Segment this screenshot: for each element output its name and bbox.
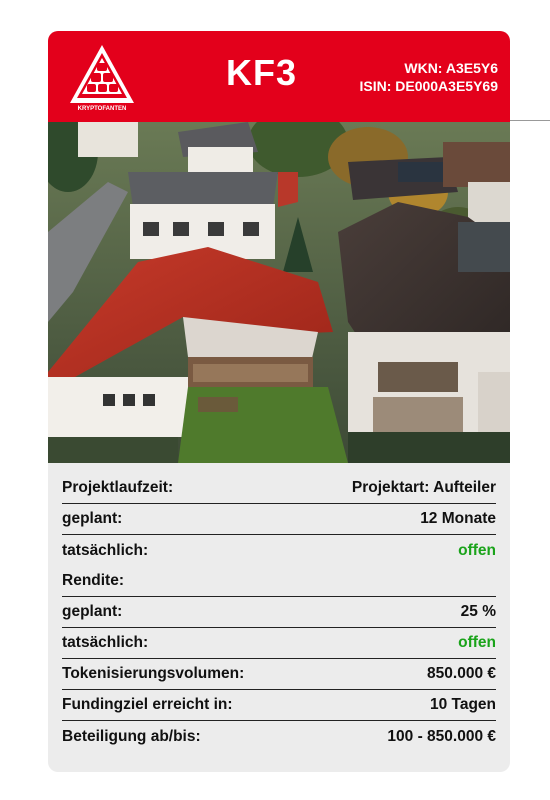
row-projektlaufzeit: Projektlaufzeit: Projektart: Aufteiler (62, 473, 496, 504)
row-beteiligung: Beteiligung ab/bis: 100 - 850.000 € (62, 721, 496, 752)
row-rendite-geplant: geplant: 25 % (62, 597, 496, 628)
row-rendite: Rendite: (62, 566, 496, 597)
decorative-line (510, 120, 550, 121)
row-value: Projektart: Aufteiler (351, 479, 496, 496)
isin-code: ISIN: DE000A3E5Y69 (359, 78, 498, 94)
wkn-code: WKN: A3E5Y6 (404, 60, 498, 76)
row-label: tatsächlich: (62, 541, 149, 559)
kryptofanten-logo-icon: KRYPTOFANTEN (66, 41, 138, 113)
row-label: Projektlaufzeit: (62, 479, 174, 496)
logo-text: KRYPTOFANTEN (78, 106, 127, 112)
row-label: Fundingziel erreicht in: (62, 696, 233, 713)
row-label: geplant: (62, 603, 123, 620)
row-label: Rendite: (62, 572, 124, 589)
details-table: Projektlaufzeit: Projektart: Aufteiler g… (62, 473, 496, 752)
row-label: geplant: (62, 510, 123, 527)
row-laufzeit-geplant: geplant: 12 Monate (62, 504, 496, 535)
status-badge: offen (458, 541, 496, 559)
row-value: 25 % (460, 603, 496, 620)
row-rendite-tatsaechlich: tatsächlich: offen (62, 628, 496, 659)
row-label: Tokenisierungsvolumen: (62, 665, 245, 682)
row-label: tatsächlich: (62, 634, 149, 651)
page-title: KF3 (226, 52, 298, 93)
status-badge: offen (458, 634, 496, 651)
row-value: 850.000 € (427, 665, 496, 682)
row-fundingziel: Fundingziel erreicht in: 10 Tagen (62, 690, 496, 721)
row-value: 12 Monate (420, 510, 496, 527)
row-value: 100 - 850.000 € (387, 727, 496, 745)
card-header: KRYPTOFANTEN KF3 WKN: A3E5Y6 ISIN: DE000… (48, 31, 510, 122)
project-card: KRYPTOFANTEN KF3 WKN: A3E5Y6 ISIN: DE000… (48, 31, 510, 772)
row-value: 10 Tagen (429, 696, 496, 713)
row-laufzeit-tatsaechlich: tatsächlich: offen (62, 535, 496, 566)
security-codes: WKN: A3E5Y6 ISIN: DE000A3E5Y69 (359, 59, 498, 95)
row-tokenisierungsvolumen: Tokenisierungsvolumen: 850.000 € (62, 659, 496, 690)
row-label: Beteiligung ab/bis: (62, 727, 201, 745)
aerial-house-photo (48, 122, 510, 463)
